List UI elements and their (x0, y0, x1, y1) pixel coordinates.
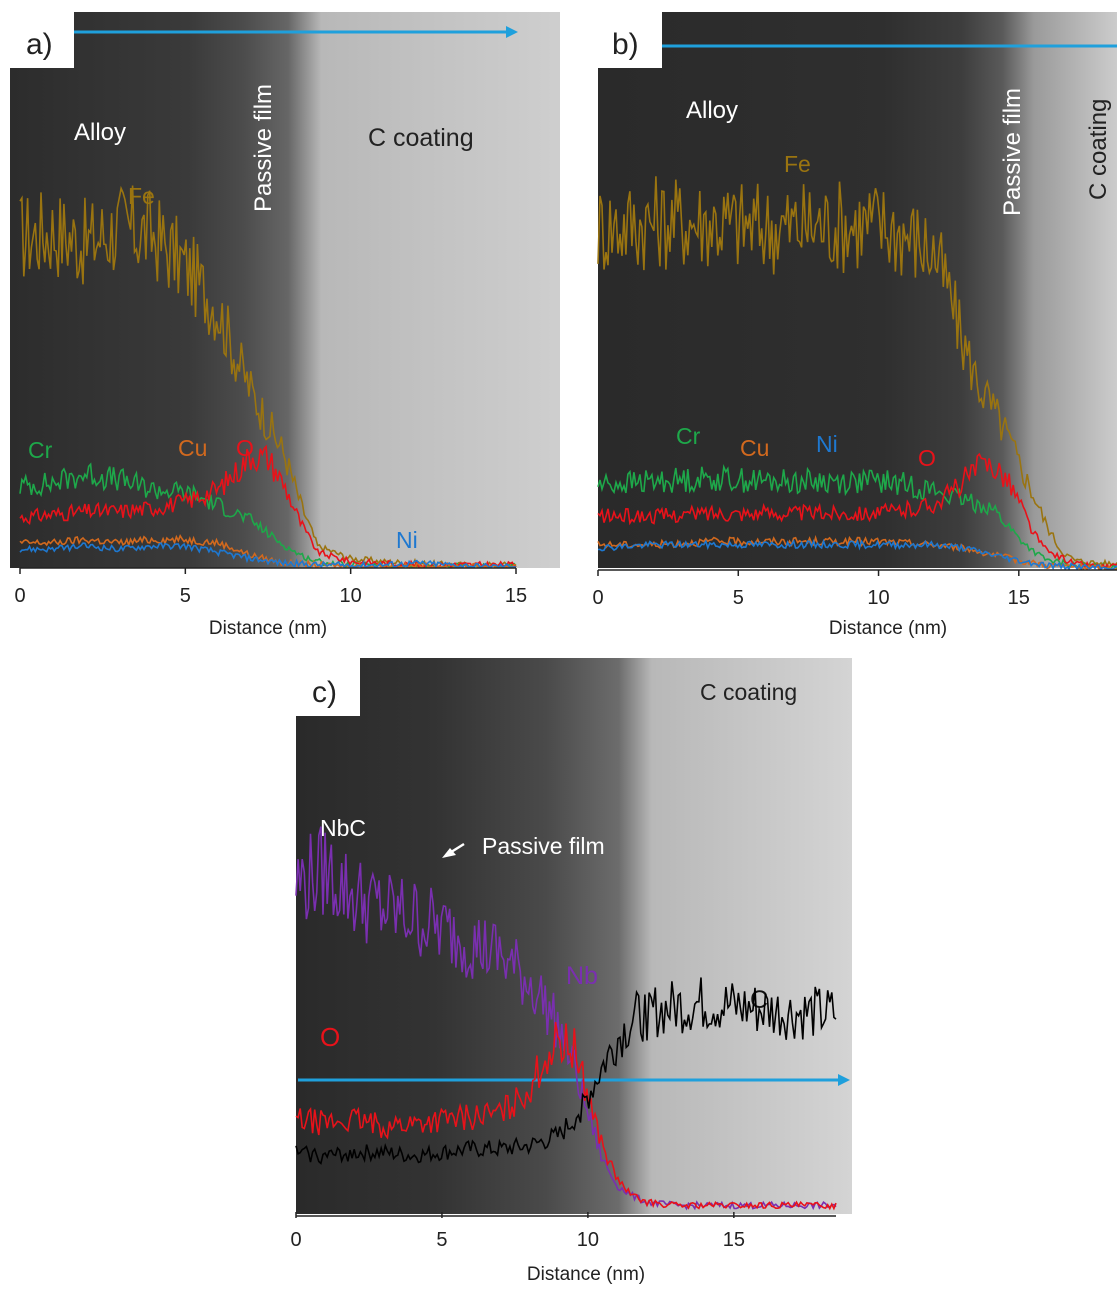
panel-label-c: c) (312, 676, 337, 709)
ticks-c: 0 5 10 15 (290, 1212, 745, 1251)
series-line-cr (19, 462, 517, 569)
x-tick-label: 0 (290, 1229, 301, 1251)
label-c-coating-a: C coating (368, 124, 474, 152)
series-line-ni (597, 538, 1117, 571)
x-tick-label: 5 (733, 587, 744, 609)
series-line-cr (597, 464, 1117, 571)
panel-b: b) Alloy Fe Passive film C coating Cr Cu… (588, 0, 1117, 645)
panel-label-a: a) (26, 28, 53, 61)
x-tick-label: 15 (505, 585, 527, 607)
label-alloy-b: Alloy (686, 97, 738, 124)
chart-a: a) Alloy Passive film C coating Fe Cr Cu… (10, 12, 566, 639)
label-o-c: O (320, 1022, 340, 1052)
label-c-coating-b: C coating (1085, 99, 1112, 200)
label-passive-film-a: Passive film (250, 84, 277, 212)
label-o-b: O (918, 445, 936, 471)
series-line-ni (19, 542, 516, 569)
panel-label-box-b (598, 12, 662, 68)
label-nbc-c: NbC (320, 815, 366, 841)
chart-b: b) Alloy Fe Passive film C coating Cr Cu… (592, 12, 1117, 639)
x-tick-label: 10 (867, 587, 889, 609)
label-cu-b: Cu (740, 435, 769, 461)
label-ni-b: Ni (816, 431, 838, 457)
scan-arrowhead-a (506, 26, 518, 38)
x-tick-label: 10 (577, 1229, 599, 1251)
x-tick-label: 10 (340, 585, 362, 607)
series-line-o (295, 1021, 837, 1211)
series-group-a (19, 185, 517, 570)
x-tick-label: 5 (180, 585, 191, 607)
x-axis-label-a: Distance (nm) (209, 618, 327, 639)
series-line-o (597, 452, 1117, 571)
ticks-a: 0 5 10 15 (14, 568, 527, 607)
tem-background-c (296, 658, 852, 1214)
passive-film-pointer-head (442, 848, 456, 858)
label-cr-b: Cr (676, 423, 701, 449)
label-passive-film-c: Passive film (482, 833, 605, 859)
label-cu-a: Cu (178, 435, 207, 461)
panel-label-box-c (296, 658, 360, 716)
panel-label-b: b) (612, 28, 639, 61)
label-nb-c: Nb (566, 962, 598, 990)
label-ni-a: Ni (396, 527, 418, 553)
label-passive-film-b: Passive film (999, 88, 1026, 216)
series-group-c (295, 826, 837, 1211)
x-tick-label: 0 (592, 587, 603, 609)
x-tick-label: 0 (14, 585, 25, 607)
panel-a: a) Alloy Passive film C coating Fe Cr Cu… (0, 0, 566, 645)
label-c-coating-c: C coating (700, 679, 797, 705)
x-axis-label-c: Distance (nm) (527, 1264, 645, 1284)
tem-background-b (598, 12, 1117, 568)
label-cr-a: Cr (28, 437, 53, 463)
panel-label-box-a (10, 12, 74, 68)
ticks-b: 0 5 10 15 (592, 570, 1030, 609)
scan-arrowhead-c (838, 1074, 850, 1086)
label-alloy-a: Alloy (74, 119, 126, 146)
x-tick-label: 15 (1008, 587, 1030, 609)
x-tick-label: 15 (723, 1229, 745, 1251)
series-line-c (295, 977, 837, 1165)
series-line-fe (597, 176, 1117, 569)
series-group-b (597, 176, 1117, 571)
x-axis-label-b: Distance (nm) (829, 618, 947, 639)
x-tick-label: 5 (436, 1229, 447, 1251)
label-o-a: O (236, 435, 254, 461)
label-fe-title-b: Fe (784, 151, 811, 177)
